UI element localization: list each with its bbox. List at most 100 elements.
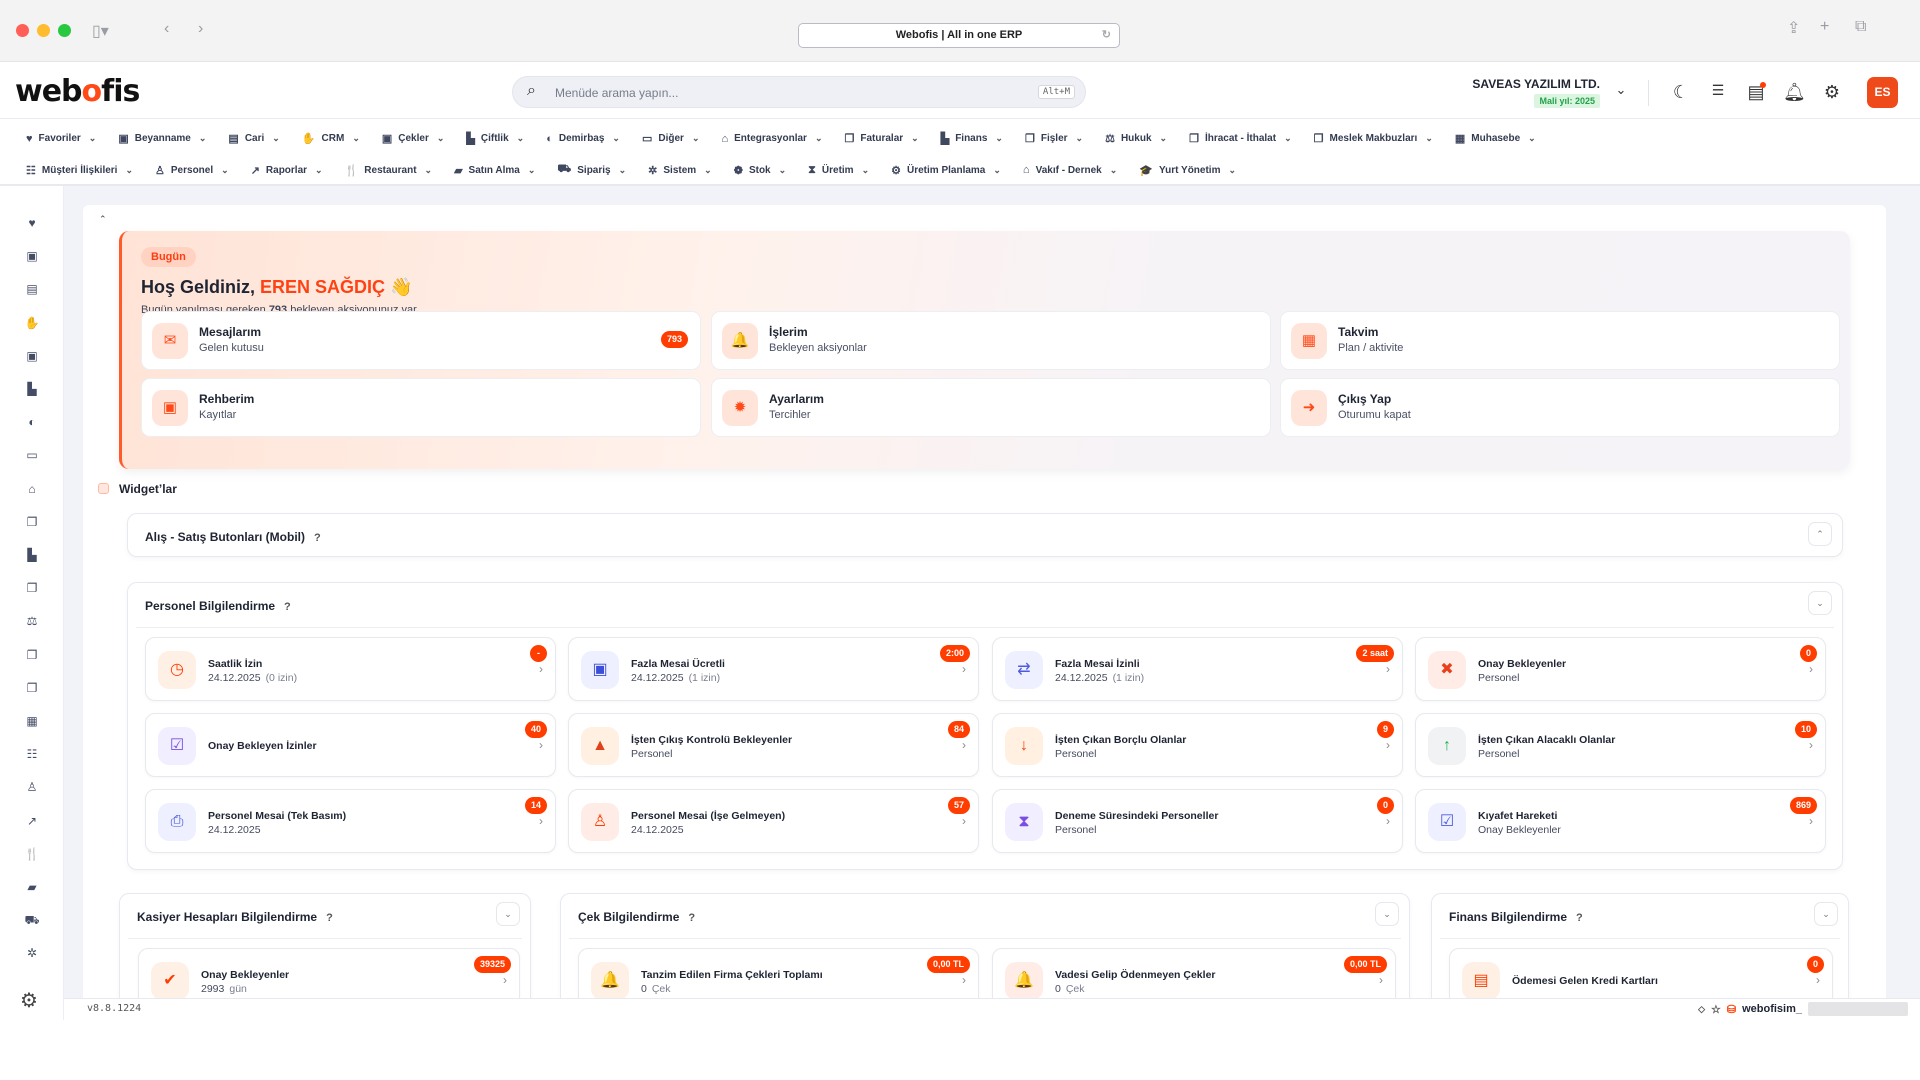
factory-icon[interactable]: ▙ [27, 382, 37, 396]
basket-icon[interactable]: ⌂ [28, 481, 36, 496]
docs-icon[interactable]: ❐ [26, 581, 38, 596]
reload-icon[interactable]: ↻ [1101, 29, 1111, 41]
widget-card-saatlik-i-zin[interactable]: ◷ Saatlik İzin 24.12.2025 (0 izin) - › [145, 637, 556, 701]
menu-meslek-makbuzlar[interactable]: ❐ Meslek Makbuzları ⌄ [1314, 132, 1433, 145]
menu-cari[interactable]: ▤ Cari ⌄ [228, 132, 279, 145]
collapse-toggle-button[interactable]: ⌄ [1808, 591, 1832, 615]
widget-card-i-s-ten-c-kan-borc-lu-olanlar[interactable]: ↓ İşten Çıkan Borçlu Olanlar Personel 9 … [992, 713, 1403, 777]
chart-area-icon[interactable]: ▙ [27, 548, 37, 562]
help-icon[interactable]: ? [284, 601, 291, 613]
menu-crm[interactable]: ✋ CRM ⌄ [302, 132, 360, 145]
quick-mesajlar-m[interactable]: ✉ Mesajlarım Gelen kutusu 793 [141, 311, 701, 370]
company-selector[interactable]: SAVEAS YAZILIM LTD. Mali yıl: 2025 [1440, 77, 1600, 109]
messages-icon[interactable]: ▤ [1747, 82, 1766, 102]
bag-icon[interactable]: ▰ [27, 880, 37, 894]
settings-gear-icon[interactable]: ⚙ [1823, 82, 1841, 102]
menu-yurt-yo-netim[interactable]: 🎓 Yurt Yönetim ⌄ [1139, 163, 1236, 177]
menu-i-hracat-i-thalat[interactable]: ❐ İhracat - İthalat ⌄ [1189, 132, 1292, 145]
widget-card-personel-mesai-tek-bas-m[interactable]: ⎙ Personel Mesai (Tek Basım) 24.12.2025 … [145, 789, 556, 853]
menu-dig-er[interactable]: ▭ Diğer ⌄ [642, 132, 700, 145]
menu-c-ekler[interactable]: ▣ Çekler ⌄ [382, 132, 445, 145]
collapse-toggle-button[interactable]: ⌄ [1814, 902, 1838, 926]
tabs-overview-icon[interactable]: ⧉ [1855, 18, 1867, 35]
sidebar-settings-icon[interactable]: ⚙ [20, 990, 38, 1012]
scale-icon[interactable]: ⚖ [26, 614, 38, 629]
docs-icon[interactable]: ❐ [26, 514, 38, 529]
widget-card-personel-mesai-i-s-e-gelmeyen[interactable]: ♙ Personel Mesai (İşe Gelmeyen) 24.12.20… [568, 789, 979, 853]
menu-entegrasyonlar[interactable]: ⌂ Entegrasyonlar ⌄ [721, 132, 822, 145]
utensils-icon[interactable]: 🍴 [24, 846, 40, 861]
widget-card-fazla-mesai-i-zinli[interactable]: ⇄ Fazla Mesai İzinli 24.12.2025 (1 izin) … [992, 637, 1403, 701]
menu-mu-s-teri-i-lis-kileri[interactable]: ☷ Müşteri İlişkileri ⌄ [26, 163, 133, 177]
quick-c-k-s-yap[interactable]: ➜ Çıkış Yap Oturumu kapat [1280, 378, 1840, 437]
new-tab-icon[interactable]: + [1820, 18, 1830, 35]
diamond-icon[interactable]: ◇ [1698, 1003, 1705, 1014]
help-icon[interactable]: ? [1576, 912, 1583, 924]
menu-c-iftlik[interactable]: ▙ Çiftlik ⌄ [466, 132, 524, 145]
menu-hukuk[interactable]: ⚖ Hukuk ⌄ [1105, 132, 1167, 145]
collapse-toggle-button[interactable]: ⌄ [1375, 902, 1399, 926]
menu-demirbas[interactable]: ◐ Demirbaş ⌄ [546, 132, 620, 145]
star-icon[interactable]: ☆ [1711, 1003, 1721, 1016]
menu-faturalar[interactable]: ❐ Faturalar ⌄ [845, 132, 919, 145]
menu-finans[interactable]: ▙ Finans ⌄ [941, 132, 1003, 145]
help-icon[interactable]: ? [326, 912, 333, 924]
collapse-toggle-button[interactable]: ⌄ [496, 902, 520, 926]
menu-search-input[interactable]: ⌕ Menüde arama yapın... Alt+M [512, 76, 1086, 108]
menu-sistem[interactable]: ✲ Sistem ⌄ [648, 163, 712, 177]
maximize-window-button[interactable] [58, 24, 71, 37]
share-icon[interactable]: ⇪ [1787, 20, 1801, 37]
menu-personel[interactable]: ♙ Personel ⌄ [155, 163, 229, 177]
avatar[interactable]: ES [1867, 77, 1898, 108]
menu-siparis[interactable]: ⛟ Sipariş ⌄ [557, 163, 626, 177]
chart-line-icon[interactable]: ↗ [26, 813, 38, 828]
menu-muhasebe[interactable]: ▦ Muhasebe ⌄ [1455, 132, 1536, 145]
menu-sat-n-alma[interactable]: ▰ Satın Alma ⌄ [454, 163, 535, 177]
widget-card-i-s-ten-c-kan-alacakl-olanlar[interactable]: ↑ İşten Çıkan Alacaklı Olanlar Personel … [1415, 713, 1826, 777]
folder-icon[interactable]: ▭ [26, 448, 38, 463]
widget-card-i-s-ten-c-k-s-kontrolu-bekleyenler[interactable]: ▲ İşten Çıkış Kontrolü Bekleyenler Perso… [568, 713, 979, 777]
widget-card-vadesi-gelip-o-denmeyen-c-ekler[interactable]: 🔔 Vadesi Gelip Ödenmeyen Çekler 0 Çek 0,0… [992, 948, 1396, 998]
money-icon[interactable]: ▣ [26, 249, 38, 264]
widget-card-onay-bekleyenler[interactable]: ✖ Onay Bekleyenler Personel 0 › [1415, 637, 1826, 701]
widget-card-onay-bekleyen-i-zinler[interactable]: ☑ Onay Bekleyen İzinler 40 › [145, 713, 556, 777]
id-card-icon[interactable]: ▤ [26, 282, 38, 297]
sidebar-toggle-icon[interactable]: ▯▾ [92, 23, 109, 40]
docs-icon[interactable]: ❐ [26, 647, 38, 662]
quick-takvim[interactable]: ▦ Takvim Plan / aktivite [1280, 311, 1840, 370]
menu-beyanname[interactable]: ▣ Beyanname ⌄ [118, 132, 206, 145]
back-icon[interactable]: ‹ [164, 20, 170, 37]
quick-ayarlar-m[interactable]: ✹ Ayarlarım Tercihler [711, 378, 1271, 437]
user-icon[interactable]: ♙ [26, 780, 38, 795]
close-window-button[interactable] [16, 24, 29, 37]
widget-card-o-demesi-gelen-kredi-kartlar[interactable]: ▤ Ödemesi Gelen Kredi Kartları 0 › [1449, 948, 1833, 998]
dark-mode-icon[interactable]: ☾ [1672, 82, 1690, 102]
collapse-toggle-button[interactable]: ⌃ [1808, 522, 1832, 546]
menu-favoriler[interactable]: ♥ Favoriler ⌄ [26, 132, 96, 145]
users-icon[interactable]: ☷ [26, 747, 38, 762]
menu-vak-f-dernek[interactable]: ⌂ Vakıf - Dernek ⌄ [1023, 163, 1117, 177]
heart-icon[interactable]: ♥ [28, 216, 36, 230]
minimize-window-button[interactable] [37, 24, 50, 37]
handshake-icon[interactable]: ✋ [24, 315, 40, 330]
bell-icon[interactable]: 🔔︎ [1783, 82, 1806, 102]
widget-card-onay-bekleyenler[interactable]: ✔ Onay Bekleyenler 2993 gün 39325 › [138, 948, 520, 998]
quick-i-s-lerim[interactable]: 🔔 İşlerim Bekleyen aksiyonlar [711, 311, 1271, 370]
menu-raporlar[interactable]: ↗ Raporlar ⌄ [251, 163, 323, 177]
widget-card-deneme-su-resindeki-personeller[interactable]: ⧗ Deneme Süresindeki Personeller Persone… [992, 789, 1403, 853]
menu-stok[interactable]: ❁ Stok ⌄ [734, 163, 786, 177]
help-icon[interactable]: ? [314, 532, 321, 544]
money-icon[interactable]: ▣ [26, 348, 38, 363]
tasks-icon[interactable]: ☰ [1711, 82, 1725, 98]
widgets-checkbox[interactable] [98, 483, 109, 494]
forward-icon[interactable]: › [198, 20, 204, 37]
widget-card-fazla-mesai-u-cretli[interactable]: ▣ Fazla Mesai Ücretli 24.12.2025 (1 izin)… [568, 637, 979, 701]
menu-restaurant[interactable]: 🍴 Restaurant ⌄ [345, 163, 433, 177]
help-icon[interactable]: ? [688, 912, 696, 924]
gear-icon[interactable]: ✲ [26, 946, 38, 961]
cart-icon[interactable]: ⛟ [24, 913, 40, 928]
docs-icon[interactable]: ❐ [26, 680, 38, 695]
logo[interactable]: webofis [15, 74, 140, 109]
menu-fis-ler[interactable]: ❐ Fişler ⌄ [1025, 132, 1083, 145]
